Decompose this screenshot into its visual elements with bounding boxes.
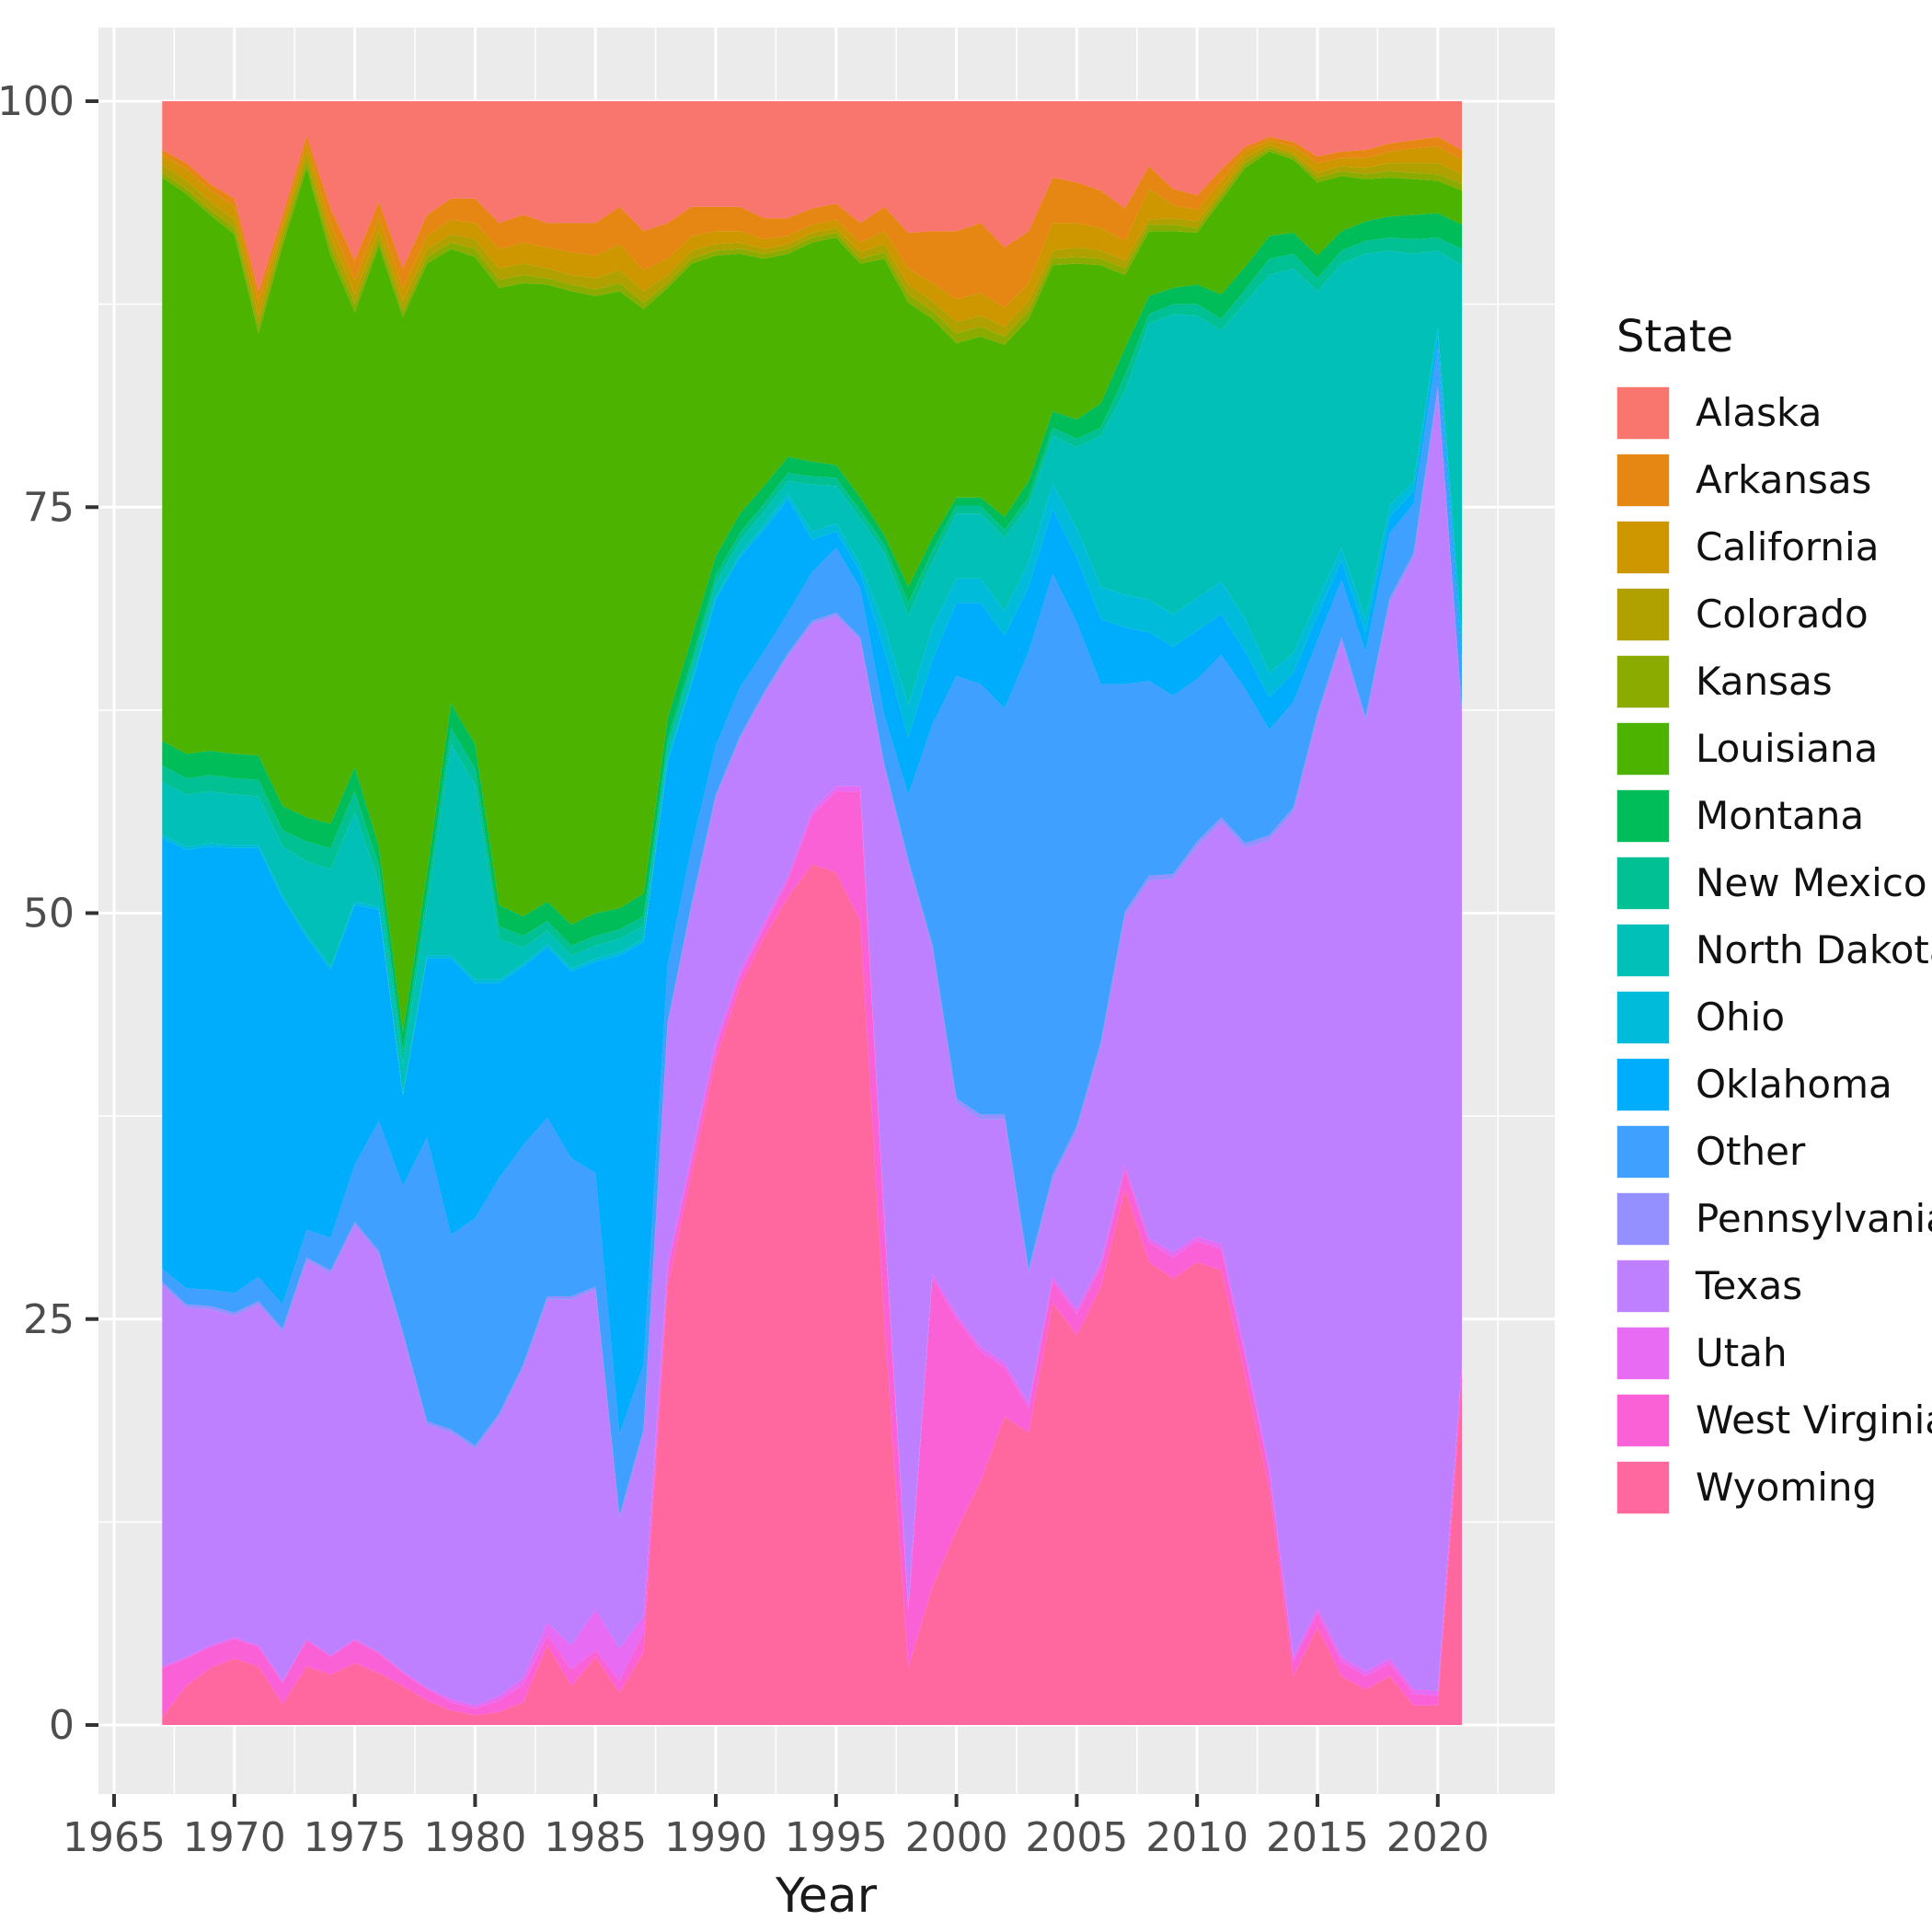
y-tick-label: 100 [0, 78, 75, 125]
x-tick-label: 1980 [423, 1814, 526, 1861]
legend-label: West Virginia [1696, 1397, 1932, 1443]
legend-item-california: California [1616, 513, 1920, 581]
legend-items: Alaska Arkansas California Colorado Kansas Lo… [1616, 379, 1932, 1521]
area-oklahoma [162, 335, 1462, 1435]
y-tick-label: 75 [23, 484, 75, 531]
area-north-dakota [162, 250, 1462, 1094]
area-west-virginia [162, 791, 1462, 1718]
x-tick-label: 1970 [183, 1814, 286, 1861]
legend-swatch-icon [1616, 1326, 1670, 1380]
area-new-mexico [162, 237, 1462, 1064]
area-louisiana [162, 151, 1462, 1032]
x-tick-label: 2005 [1025, 1814, 1128, 1861]
legend-item-kansas: Kansas [1616, 648, 1920, 715]
legend-label: Utah [1696, 1330, 1788, 1375]
legend-item-wyoming: Wyoming [1616, 1454, 1920, 1521]
legend-label: Ohio [1696, 995, 1786, 1040]
legend-swatch-icon [1616, 721, 1670, 776]
legend-swatch-icon [1616, 990, 1670, 1044]
y-tick-label: 0 [49, 1702, 75, 1749]
legend-item-other: Other [1616, 1118, 1920, 1185]
legend-swatch-icon [1616, 453, 1670, 507]
legend-label: North Dakota [1696, 927, 1932, 972]
legend-swatch-icon [1616, 1057, 1670, 1111]
y-tick-label: 25 [23, 1296, 75, 1343]
legend-swatch-icon [1616, 1460, 1670, 1514]
legend-label: Arkansas [1696, 457, 1872, 502]
legend-swatch-icon [1616, 587, 1670, 641]
legend-label: Louisiana [1696, 726, 1879, 771]
axis-labels: 1965 1970 1975 1980 1985 1990 1995 2000 2005 2010… [0, 78, 1489, 1861]
legend-item-pennsylvania: Pennsylvania [1616, 1185, 1932, 1252]
legend: State Alaska Arkansas California Colorado Ka… [1616, 311, 1932, 1521]
legend-label: Pennsylvania [1696, 1196, 1932, 1241]
area-series [162, 101, 1462, 1725]
legend-swatch-icon [1616, 1191, 1670, 1246]
legend-label: Other [1696, 1129, 1806, 1174]
area-wyoming [162, 864, 1462, 1725]
legend-item-montana: Montana [1616, 782, 1920, 849]
x-tick-label: 2000 [905, 1814, 1008, 1861]
legend-swatch-icon [1616, 856, 1670, 910]
axis-ticks [86, 99, 1440, 1807]
legend-item-colorado: Colorado [1616, 581, 1920, 648]
legend-item-arkansas: Arkansas [1616, 446, 1920, 513]
legend-swatch-icon [1616, 520, 1670, 574]
legend-label: California [1696, 524, 1880, 569]
legend-item-north-dakota: North Dakota [1616, 916, 1932, 983]
legend-label: Kansas [1696, 659, 1833, 704]
legend-label: Wyoming [1696, 1465, 1878, 1510]
x-tick-label: 1985 [544, 1814, 647, 1861]
area-arkansas [162, 135, 1462, 308]
area-texas [162, 391, 1462, 1706]
x-tick-label: 2015 [1266, 1814, 1369, 1861]
x-tick-label: 1990 [664, 1814, 767, 1861]
legend-label: Oklahoma [1696, 1062, 1892, 1107]
legend-item-texas: Texas [1616, 1252, 1920, 1319]
legend-item-ohio: Ohio [1616, 983, 1920, 1051]
x-tick-label: 1965 [63, 1814, 166, 1861]
legend-swatch-icon [1616, 385, 1670, 440]
legend-swatch-icon [1616, 923, 1670, 977]
x-axis-title: Year [775, 1869, 878, 1924]
legend-swatch-icon [1616, 788, 1670, 843]
area-montana [162, 213, 1462, 1052]
legend-swatch-icon [1616, 1393, 1670, 1447]
legend-item-oklahoma: Oklahoma [1616, 1051, 1920, 1118]
x-tick-label: 1975 [304, 1814, 407, 1861]
x-tick-label: 1995 [785, 1814, 888, 1861]
x-tick-label: 2010 [1145, 1814, 1248, 1861]
legend-item-new-mexico: New Mexico [1616, 849, 1927, 916]
legend-item-west-virginia: West Virginia [1616, 1386, 1932, 1454]
legend-swatch-icon [1616, 1259, 1670, 1313]
legend-item-alaska: Alaska [1616, 379, 1920, 446]
area-other [162, 346, 1462, 1516]
y-tick-label: 50 [23, 891, 75, 937]
x-tick-label: 2020 [1386, 1814, 1489, 1861]
legend-label: Texas [1696, 1263, 1803, 1308]
legend-item-utah: Utah [1616, 1319, 1920, 1386]
legend-label: Montana [1696, 793, 1865, 838]
legend-label: Colorado [1696, 592, 1869, 637]
legend-label: Alaska [1696, 390, 1823, 435]
legend-label: New Mexico [1696, 860, 1927, 905]
legend-swatch-icon [1616, 654, 1670, 708]
area-alaska [162, 101, 1462, 292]
legend-swatch-icon [1616, 1124, 1670, 1179]
legend-item-louisiana: Louisiana [1616, 715, 1920, 782]
legend-title: State [1616, 311, 1734, 362]
